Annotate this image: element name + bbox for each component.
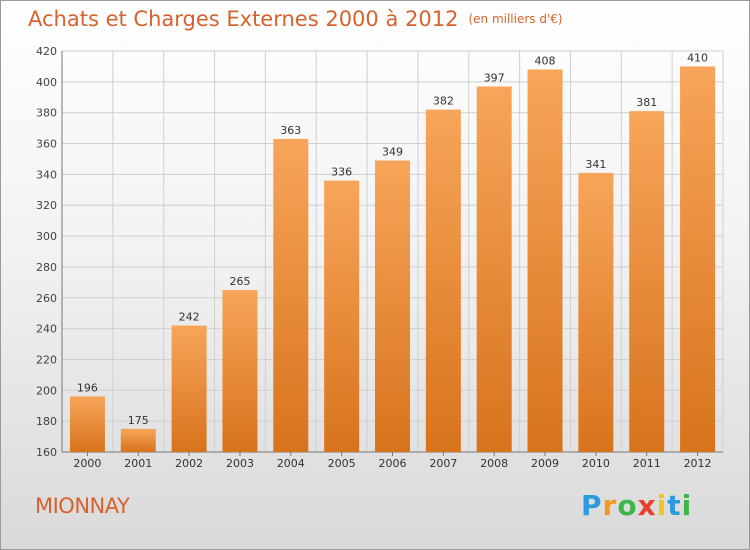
logo-letter: r [602, 489, 618, 522]
y-tick-label: 320 [36, 199, 57, 212]
bar-value-label: 265 [229, 275, 250, 288]
bars [69, 66, 716, 453]
y-tick-label: 280 [36, 261, 57, 274]
bar-value-label: 408 [535, 55, 556, 68]
bar [324, 180, 360, 453]
x-tick-label: 2006 [379, 457, 407, 470]
x-tick-label: 2007 [429, 457, 457, 470]
bar-value-label: 410 [687, 51, 708, 64]
proxiti-logo: Proxiti [581, 489, 692, 522]
y-tick-label: 400 [36, 76, 57, 89]
x-tick-label: 2004 [277, 457, 305, 470]
logo-letter: o [617, 489, 638, 522]
bar [375, 160, 410, 452]
x-tick-label: 2009 [531, 457, 559, 470]
logo-letter: P [581, 489, 603, 522]
y-tick-label: 180 [36, 415, 57, 428]
y-tick-label: 300 [36, 230, 57, 243]
bar-value-label: 175 [128, 414, 149, 427]
logo-letter: x [637, 489, 657, 522]
y-tick-label: 420 [36, 45, 57, 58]
bar-value-label: 363 [280, 124, 301, 137]
bar [425, 109, 461, 452]
y-tick-label: 220 [36, 353, 57, 366]
y-tick-label: 160 [36, 446, 57, 459]
y-tick-label: 240 [36, 323, 57, 336]
x-tick-label: 2005 [328, 457, 356, 470]
logo-letter: i [681, 489, 693, 522]
bar-value-label: 349 [382, 146, 403, 159]
labels: 160 180 200 220 240 260 280 300 320 340 360 380 400 4… [36, 45, 712, 470]
bar [171, 325, 207, 452]
x-tick-label: 2002 [175, 457, 203, 470]
x-tick-label: 2011 [633, 457, 661, 470]
bar-value-label: 382 [433, 95, 454, 108]
x-tick-label: 2003 [226, 457, 254, 470]
logo-letter: t [667, 489, 682, 522]
bar-value-label: 341 [585, 158, 606, 171]
bar [527, 69, 563, 452]
chart-subtitle: (en milliers d'€) [468, 12, 563, 26]
chart-title-text: Achats et Charges Externes 2000 à 2012 [28, 7, 459, 31]
bar [69, 396, 105, 452]
bar [578, 172, 614, 453]
chart-title: Achats et Charges Externes 2000 à 2012 (e… [28, 7, 563, 31]
x-tick-label: 2001 [124, 457, 152, 470]
bar [680, 66, 716, 452]
commune-name: MIONNAY [35, 494, 130, 518]
y-tick-label: 380 [36, 107, 57, 120]
x-tick-label: 2012 [684, 457, 712, 470]
bar [120, 428, 156, 452]
y-tick-label: 260 [36, 292, 57, 305]
bar [222, 290, 258, 452]
x-tick-label: 2010 [582, 457, 610, 470]
bar-value-label: 397 [484, 71, 505, 84]
y-tick-label: 360 [36, 138, 57, 151]
bar [629, 111, 665, 453]
bar-value-label: 336 [331, 166, 352, 179]
bar-value-label: 196 [77, 381, 98, 394]
x-tick-label: 2008 [480, 457, 508, 470]
y-tick-label: 200 [36, 384, 57, 397]
logo-letter: i [656, 489, 668, 522]
bar [476, 86, 512, 452]
bar-value-label: 242 [179, 311, 200, 324]
bar-value-label: 381 [636, 96, 657, 109]
y-tick-label: 340 [36, 168, 57, 181]
x-tick-label: 2000 [73, 457, 101, 470]
bar [273, 138, 309, 452]
